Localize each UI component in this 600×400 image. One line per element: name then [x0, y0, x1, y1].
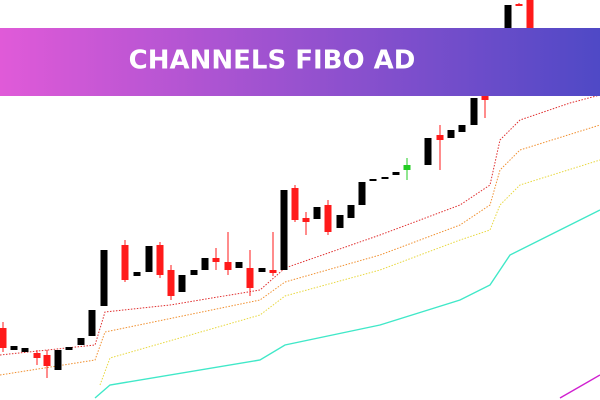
candle-body [458, 125, 466, 132]
candle-body [100, 250, 108, 306]
candle-body [190, 270, 198, 275]
candle-body [436, 135, 444, 140]
candle-body [470, 98, 478, 125]
candle-body [212, 258, 220, 262]
candle-body [447, 130, 455, 138]
candle-body [424, 138, 432, 165]
channel-line [559, 374, 600, 399]
candle-body [392, 172, 400, 175]
candle-body [33, 353, 41, 358]
channel-line [0, 124, 600, 376]
candle-body [269, 270, 277, 273]
candle-body [201, 258, 209, 270]
candle-body [224, 262, 232, 270]
candle-body [280, 190, 288, 270]
candle-body [515, 4, 523, 6]
candle-body [0, 328, 7, 348]
candle-body [43, 355, 51, 366]
candle-body [291, 188, 299, 220]
channel-line [99, 159, 600, 386]
candle-body [302, 218, 310, 222]
candle-body [10, 346, 18, 350]
candle-body [403, 165, 411, 170]
candle-body [178, 275, 186, 292]
candle-body [526, 0, 534, 30]
candle-body [258, 268, 266, 272]
channel-line [0, 94, 600, 356]
candle-body [145, 246, 153, 272]
candle-body [21, 348, 29, 352]
candle-body [133, 272, 141, 276]
channel-line [94, 209, 600, 399]
candle-body [313, 207, 321, 219]
candle-body [167, 270, 175, 296]
candle-body [77, 338, 85, 345]
candle-body [156, 245, 164, 275]
candle-body [235, 262, 243, 268]
chart-title: CHANNELS FIBO AD [129, 46, 416, 76]
candle-body [369, 179, 377, 181]
candle-body [336, 215, 344, 228]
candle-body [358, 182, 366, 205]
candle-body [381, 177, 389, 179]
candle-body [347, 205, 355, 218]
candle-body [504, 5, 512, 28]
title-banner [0, 28, 600, 96]
candle-body [88, 310, 96, 336]
candle-body [121, 245, 129, 280]
candle-body [65, 347, 73, 350]
candle-body [324, 205, 332, 232]
candle-body [246, 268, 254, 288]
candle-body [54, 350, 62, 370]
